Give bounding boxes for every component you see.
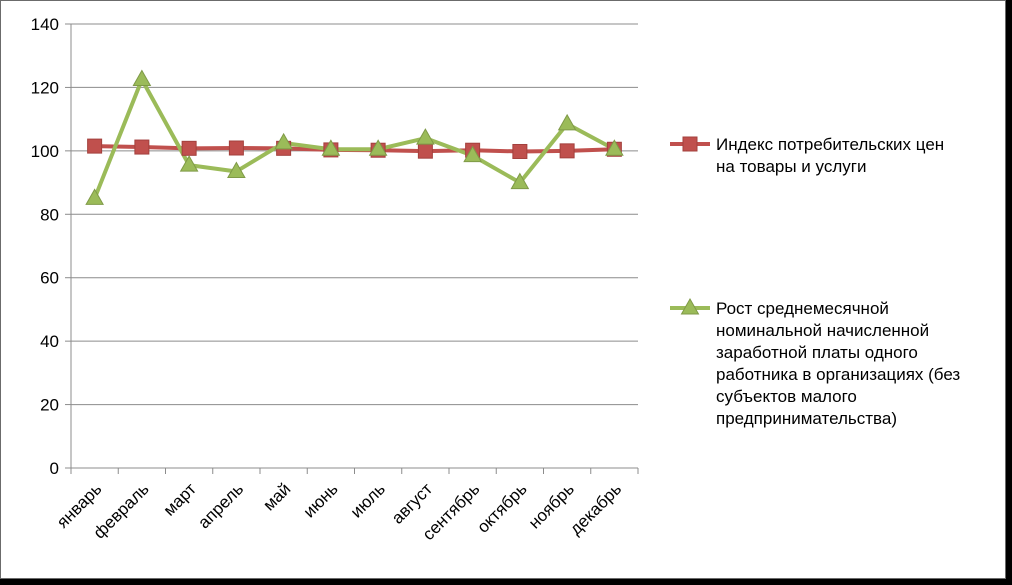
x-tick-label: март bbox=[160, 479, 200, 519]
legend-label-1: Индекс потребительских цен bbox=[716, 135, 944, 154]
data-point-series-1 bbox=[228, 140, 244, 156]
y-tick-label: 60 bbox=[40, 269, 59, 288]
data-point-series-1 bbox=[181, 140, 197, 156]
legend-label-2: номинальной начисленной bbox=[716, 321, 929, 340]
y-tick-label: 0 bbox=[50, 459, 59, 478]
legend-label-2: Рост среднемесячной bbox=[716, 299, 889, 318]
legend-label-2: работника в организациях (без bbox=[716, 365, 960, 384]
y-tick-label: 140 bbox=[31, 15, 59, 34]
x-tick-label: июнь bbox=[300, 479, 342, 521]
data-point-series-1 bbox=[87, 138, 103, 154]
legend-label-2: предпринимательства) bbox=[716, 409, 897, 428]
data-point-series-2 bbox=[321, 139, 341, 156]
x-tick-label: октябрь bbox=[473, 479, 530, 536]
data-point-series-2 bbox=[416, 128, 435, 145]
data-point-series-2 bbox=[510, 172, 530, 190]
data-point-series-1 bbox=[134, 139, 150, 155]
data-point-series-2 bbox=[227, 161, 246, 178]
x-tick-label: апрель bbox=[194, 479, 247, 532]
x-tick-label: декабрь bbox=[566, 479, 625, 538]
x-tick-label: июль bbox=[347, 479, 389, 521]
data-point-series-2 bbox=[463, 145, 482, 163]
legend-marker-1 bbox=[682, 136, 698, 152]
legend-label-1: на товары и услуги bbox=[716, 157, 866, 176]
y-tick-label: 120 bbox=[31, 78, 59, 97]
data-point-series-2 bbox=[368, 139, 388, 156]
data-point-series-2 bbox=[132, 69, 152, 86]
data-point-series-1 bbox=[559, 143, 575, 159]
data-point-series-2 bbox=[85, 188, 104, 205]
legend-label-2: субъектов малого bbox=[716, 387, 857, 406]
data-point-series-1 bbox=[417, 143, 433, 159]
data-point-series-2 bbox=[605, 139, 624, 156]
y-tick-label: 100 bbox=[31, 142, 59, 161]
legend-label-2: заработной платы одного bbox=[716, 343, 918, 362]
data-point-series-2 bbox=[557, 113, 577, 131]
data-point-series-2 bbox=[179, 155, 199, 172]
x-tick-label: май bbox=[259, 479, 294, 514]
legend-marker-2 bbox=[680, 297, 700, 315]
series-line-2 bbox=[92, 77, 616, 200]
data-point-series-2 bbox=[274, 132, 293, 150]
y-tick-label: 80 bbox=[40, 205, 59, 224]
y-tick-label: 40 bbox=[40, 332, 59, 351]
data-point-series-1 bbox=[512, 143, 528, 159]
y-tick-label: 20 bbox=[40, 396, 59, 415]
